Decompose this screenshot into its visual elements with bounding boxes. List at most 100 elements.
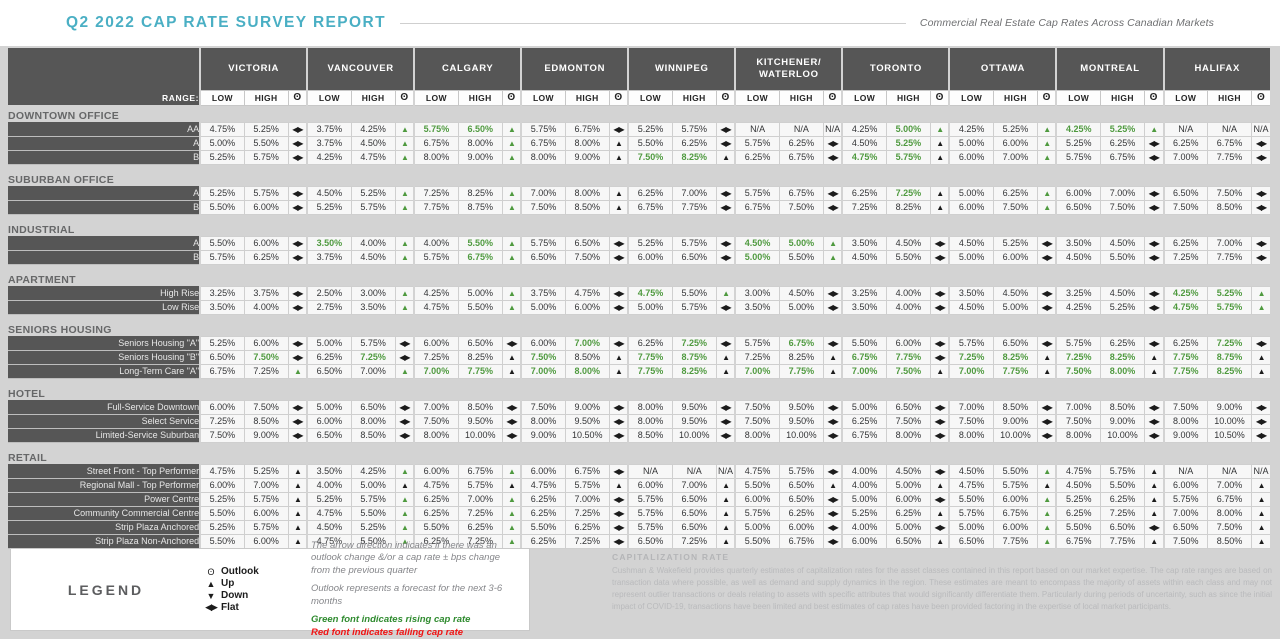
legend-key-label: Up bbox=[221, 578, 235, 589]
cap-rate-high: 9.00% bbox=[1207, 399, 1253, 415]
cap-rate-high: 4.50% bbox=[885, 463, 931, 479]
cap-rate-high: 3.75% bbox=[243, 285, 289, 301]
section-gap bbox=[8, 378, 1271, 383]
column-header-high: HIGH bbox=[778, 89, 824, 106]
cap-rate-low: 6.25% bbox=[413, 533, 459, 549]
cap-rate-high: 9.50% bbox=[778, 399, 824, 415]
outlook-arrow-flat: ◀▶ bbox=[929, 235, 951, 251]
section-header-row: RETAIL bbox=[8, 447, 1271, 464]
cap-rate-high: 6.00% bbox=[778, 519, 824, 535]
cap-rate-high: 7.50% bbox=[243, 399, 289, 415]
cap-rate-high: 7.25% bbox=[885, 185, 931, 201]
cap-rate-high: 6.75% bbox=[457, 463, 503, 479]
cap-rate-low: 2.75% bbox=[306, 299, 352, 315]
outlook-arrow-flat: ◀▶ bbox=[501, 399, 523, 415]
outlook-arrow-flat: ◀▶ bbox=[1143, 335, 1165, 351]
cap-rate-high: 9.00% bbox=[564, 399, 610, 415]
outlook-arrow-flat: ◀▶ bbox=[929, 519, 951, 535]
cap-rate-high: 10.00% bbox=[671, 427, 717, 443]
cap-rate-low: 6.25% bbox=[841, 185, 887, 201]
table-row: B 5.75% 6.25% ◀▶ 3.75% 4.50% ▲ 5.75% 6.75% ▲ 6.50%… bbox=[8, 249, 1273, 265]
cap-rate-low: 3.75% bbox=[306, 249, 352, 265]
cap-rate-low: 5.00% bbox=[948, 249, 994, 265]
cap-rate-high: 7.00% bbox=[564, 335, 610, 351]
cap-rate-high: 5.75% bbox=[778, 463, 824, 479]
cap-rate-high: 8.75% bbox=[671, 349, 717, 365]
cap-rate-low: 6.50% bbox=[306, 363, 352, 379]
outlook-arrow-flat: ◀▶ bbox=[822, 135, 844, 151]
legend-key-label: Outlook bbox=[221, 566, 259, 577]
outlook-arrow-flat: ◀▶ bbox=[501, 335, 523, 351]
table-row: Seniors Housing "B" 6.50% 7.50% ◀▶ 6.25% 7.25… bbox=[8, 349, 1273, 365]
range-label: RANGE: bbox=[8, 90, 202, 105]
cap-rate-low: 5.50% bbox=[1055, 519, 1101, 535]
column-header-low: LOW bbox=[1163, 89, 1209, 106]
cap-rate-low: 4.25% bbox=[1055, 299, 1101, 315]
cap-rate-high: 7.00% bbox=[671, 185, 717, 201]
outlook-arrow-flat: ◀▶ bbox=[1143, 413, 1165, 429]
outlook-arrow-flat: ◀▶ bbox=[287, 121, 309, 137]
cap-rate-high: 10.00% bbox=[992, 427, 1038, 443]
cap-rate-low: 6.25% bbox=[1163, 235, 1209, 251]
outlook-arrow-flat: ◀▶ bbox=[1036, 285, 1058, 301]
cap-rate-low: 5.00% bbox=[734, 249, 780, 265]
outlook-arrow-up: ▲ bbox=[1036, 185, 1058, 201]
outlook-arrow-flat: ◀▶ bbox=[929, 349, 951, 365]
outlook-arrow-flat: ◀▶ bbox=[822, 335, 844, 351]
outlook-arrow-upk: ▲ bbox=[287, 463, 309, 479]
cap-rate-high: 7.25% bbox=[564, 533, 610, 549]
outlook-arrow-flat: ◀▶ bbox=[287, 249, 309, 265]
cap-rate-high: 7.00% bbox=[457, 491, 503, 507]
legend-key: ◀▶ Flat bbox=[201, 602, 311, 614]
outlook-arrow-flat: ◀▶ bbox=[822, 413, 844, 429]
outlook-eye-icon: ʘ bbox=[1143, 89, 1165, 106]
outlook-arrow-upk: ▲ bbox=[1251, 519, 1273, 535]
cap-rate-low: 4.50% bbox=[734, 235, 780, 251]
cap-rate-low: 7.50% bbox=[734, 413, 780, 429]
outlook-arrow-upk: ▲ bbox=[1143, 349, 1165, 365]
cap-rate-low: 5.00% bbox=[948, 135, 994, 151]
cap-rate-low: 5.00% bbox=[734, 519, 780, 535]
outlook-arrow-upk: ▲ bbox=[501, 477, 523, 493]
outlook-arrow-up: ▲ bbox=[822, 249, 844, 265]
cap-rate-high: 8.25% bbox=[671, 149, 717, 165]
legend-key: ʘ Outlook bbox=[201, 566, 311, 578]
cap-rate-high: 8.25% bbox=[671, 363, 717, 379]
cap-rate-high: 6.50% bbox=[885, 533, 931, 549]
cap-rate-low: 5.00% bbox=[948, 185, 994, 201]
table-row: A 5.50% 6.00% ◀▶ 3.50% 4.00% ▲ 4.00% 5.50% ▲ 5.75%… bbox=[8, 235, 1273, 251]
cap-rate-low: 4.75% bbox=[627, 285, 673, 301]
cap-rate-low: 4.75% bbox=[306, 505, 352, 521]
cap-rate-high: 7.00% bbox=[1207, 235, 1253, 251]
cap-rate-low: 4.75% bbox=[413, 477, 459, 493]
column-header-high: HIGH bbox=[457, 89, 503, 106]
outlook-arrow-up: ▲ bbox=[394, 519, 416, 535]
cap-rate-high: 5.00% bbox=[350, 477, 396, 493]
cap-rate-low: 5.25% bbox=[199, 185, 245, 201]
cap-rate-high: 9.00% bbox=[457, 149, 503, 165]
outlook-arrow-upk: ▲ bbox=[501, 349, 523, 365]
cap-rate-low: 4.25% bbox=[413, 285, 459, 301]
outlook-arrow-flat: ◀▶ bbox=[1143, 249, 1165, 265]
outlook-arrow-up: ▲ bbox=[501, 491, 523, 507]
cap-rate-table: VICTORIA VANCOUVER CALGARY EDMONTON WINNIPEG… bbox=[8, 48, 1273, 549]
cap-rate-low: 5.75% bbox=[948, 335, 994, 351]
outlook-arrow-flat: ◀▶ bbox=[929, 427, 951, 443]
cap-rate-high: 5.00% bbox=[885, 519, 931, 535]
table-row: Power Centre 5.25% 5.75% ▲ 5.25% 5.75% ▲ 6.25% 7… bbox=[8, 491, 1273, 507]
outlook-arrow-flat: ◀▶ bbox=[394, 349, 416, 365]
table-head: VICTORIA VANCOUVER CALGARY EDMONTON WINNIPEG… bbox=[8, 48, 1273, 106]
cap-rate-low: N/A bbox=[734, 121, 780, 137]
cap-rate-high: 5.50% bbox=[1099, 477, 1146, 493]
outlook-arrow-flat: ◀▶ bbox=[287, 285, 309, 301]
outlook-eye-icon: ʘ bbox=[394, 89, 416, 106]
outlook-arrow-flat: ◀▶ bbox=[1036, 335, 1058, 351]
outlook-arrow-flat: ◀▶ bbox=[1251, 199, 1273, 215]
cap-rate-low: 7.00% bbox=[948, 363, 994, 379]
outlook-arrow-flat: ◀▶ bbox=[287, 399, 309, 415]
cap-rate-high: N/A bbox=[778, 121, 824, 137]
column-header-low: LOW bbox=[306, 89, 352, 106]
outlook-eye-icon: ʘ bbox=[501, 89, 523, 106]
cap-rate-high: 5.25% bbox=[992, 121, 1038, 137]
table-row: Strip Plaza Anchored 5.25% 5.75% ▲ 4.50% 5.25… bbox=[8, 519, 1273, 535]
